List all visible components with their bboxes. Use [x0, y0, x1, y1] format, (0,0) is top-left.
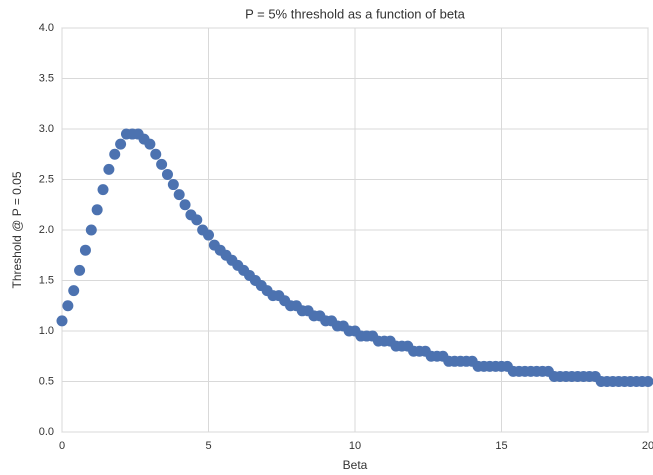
chart-title: P = 5% threshold as a function of beta [245, 6, 466, 21]
y-tick-label: 2.5 [39, 173, 54, 185]
point [115, 138, 127, 150]
point [91, 204, 103, 216]
point [179, 199, 191, 211]
y-axis-label: Threshold @ P = 0.05 [10, 171, 24, 288]
point [161, 168, 173, 180]
y-tick-label: 2.0 [39, 224, 54, 236]
y-tick-label: 4.0 [39, 22, 54, 34]
point [173, 189, 185, 201]
point [167, 179, 179, 191]
point [109, 148, 121, 160]
x-tick-label: 0 [59, 440, 65, 452]
x-tick-label: 20 [642, 440, 653, 452]
point [62, 300, 74, 312]
point [150, 148, 162, 160]
y-tick-label: 3.5 [39, 72, 54, 84]
x-axis-label: Beta [343, 458, 368, 472]
point [144, 138, 156, 150]
point [97, 184, 109, 196]
x-tick-label: 10 [349, 440, 361, 452]
x-tick-label: 15 [495, 440, 507, 452]
point [203, 229, 214, 241]
y-tick-label: 1.5 [39, 274, 54, 286]
point [79, 244, 91, 256]
point [642, 376, 653, 387]
y-tick-label: 3.0 [39, 123, 54, 135]
y-tick-label: 0.5 [39, 375, 54, 387]
x-tick-label: 5 [205, 440, 211, 452]
point [68, 285, 80, 297]
point [85, 224, 97, 236]
point [56, 315, 68, 327]
point [103, 163, 115, 175]
point [156, 158, 168, 170]
y-tick-label: 1.0 [39, 325, 54, 337]
y-tick-label: 0.0 [39, 426, 54, 438]
point [191, 214, 203, 226]
point [74, 264, 86, 276]
